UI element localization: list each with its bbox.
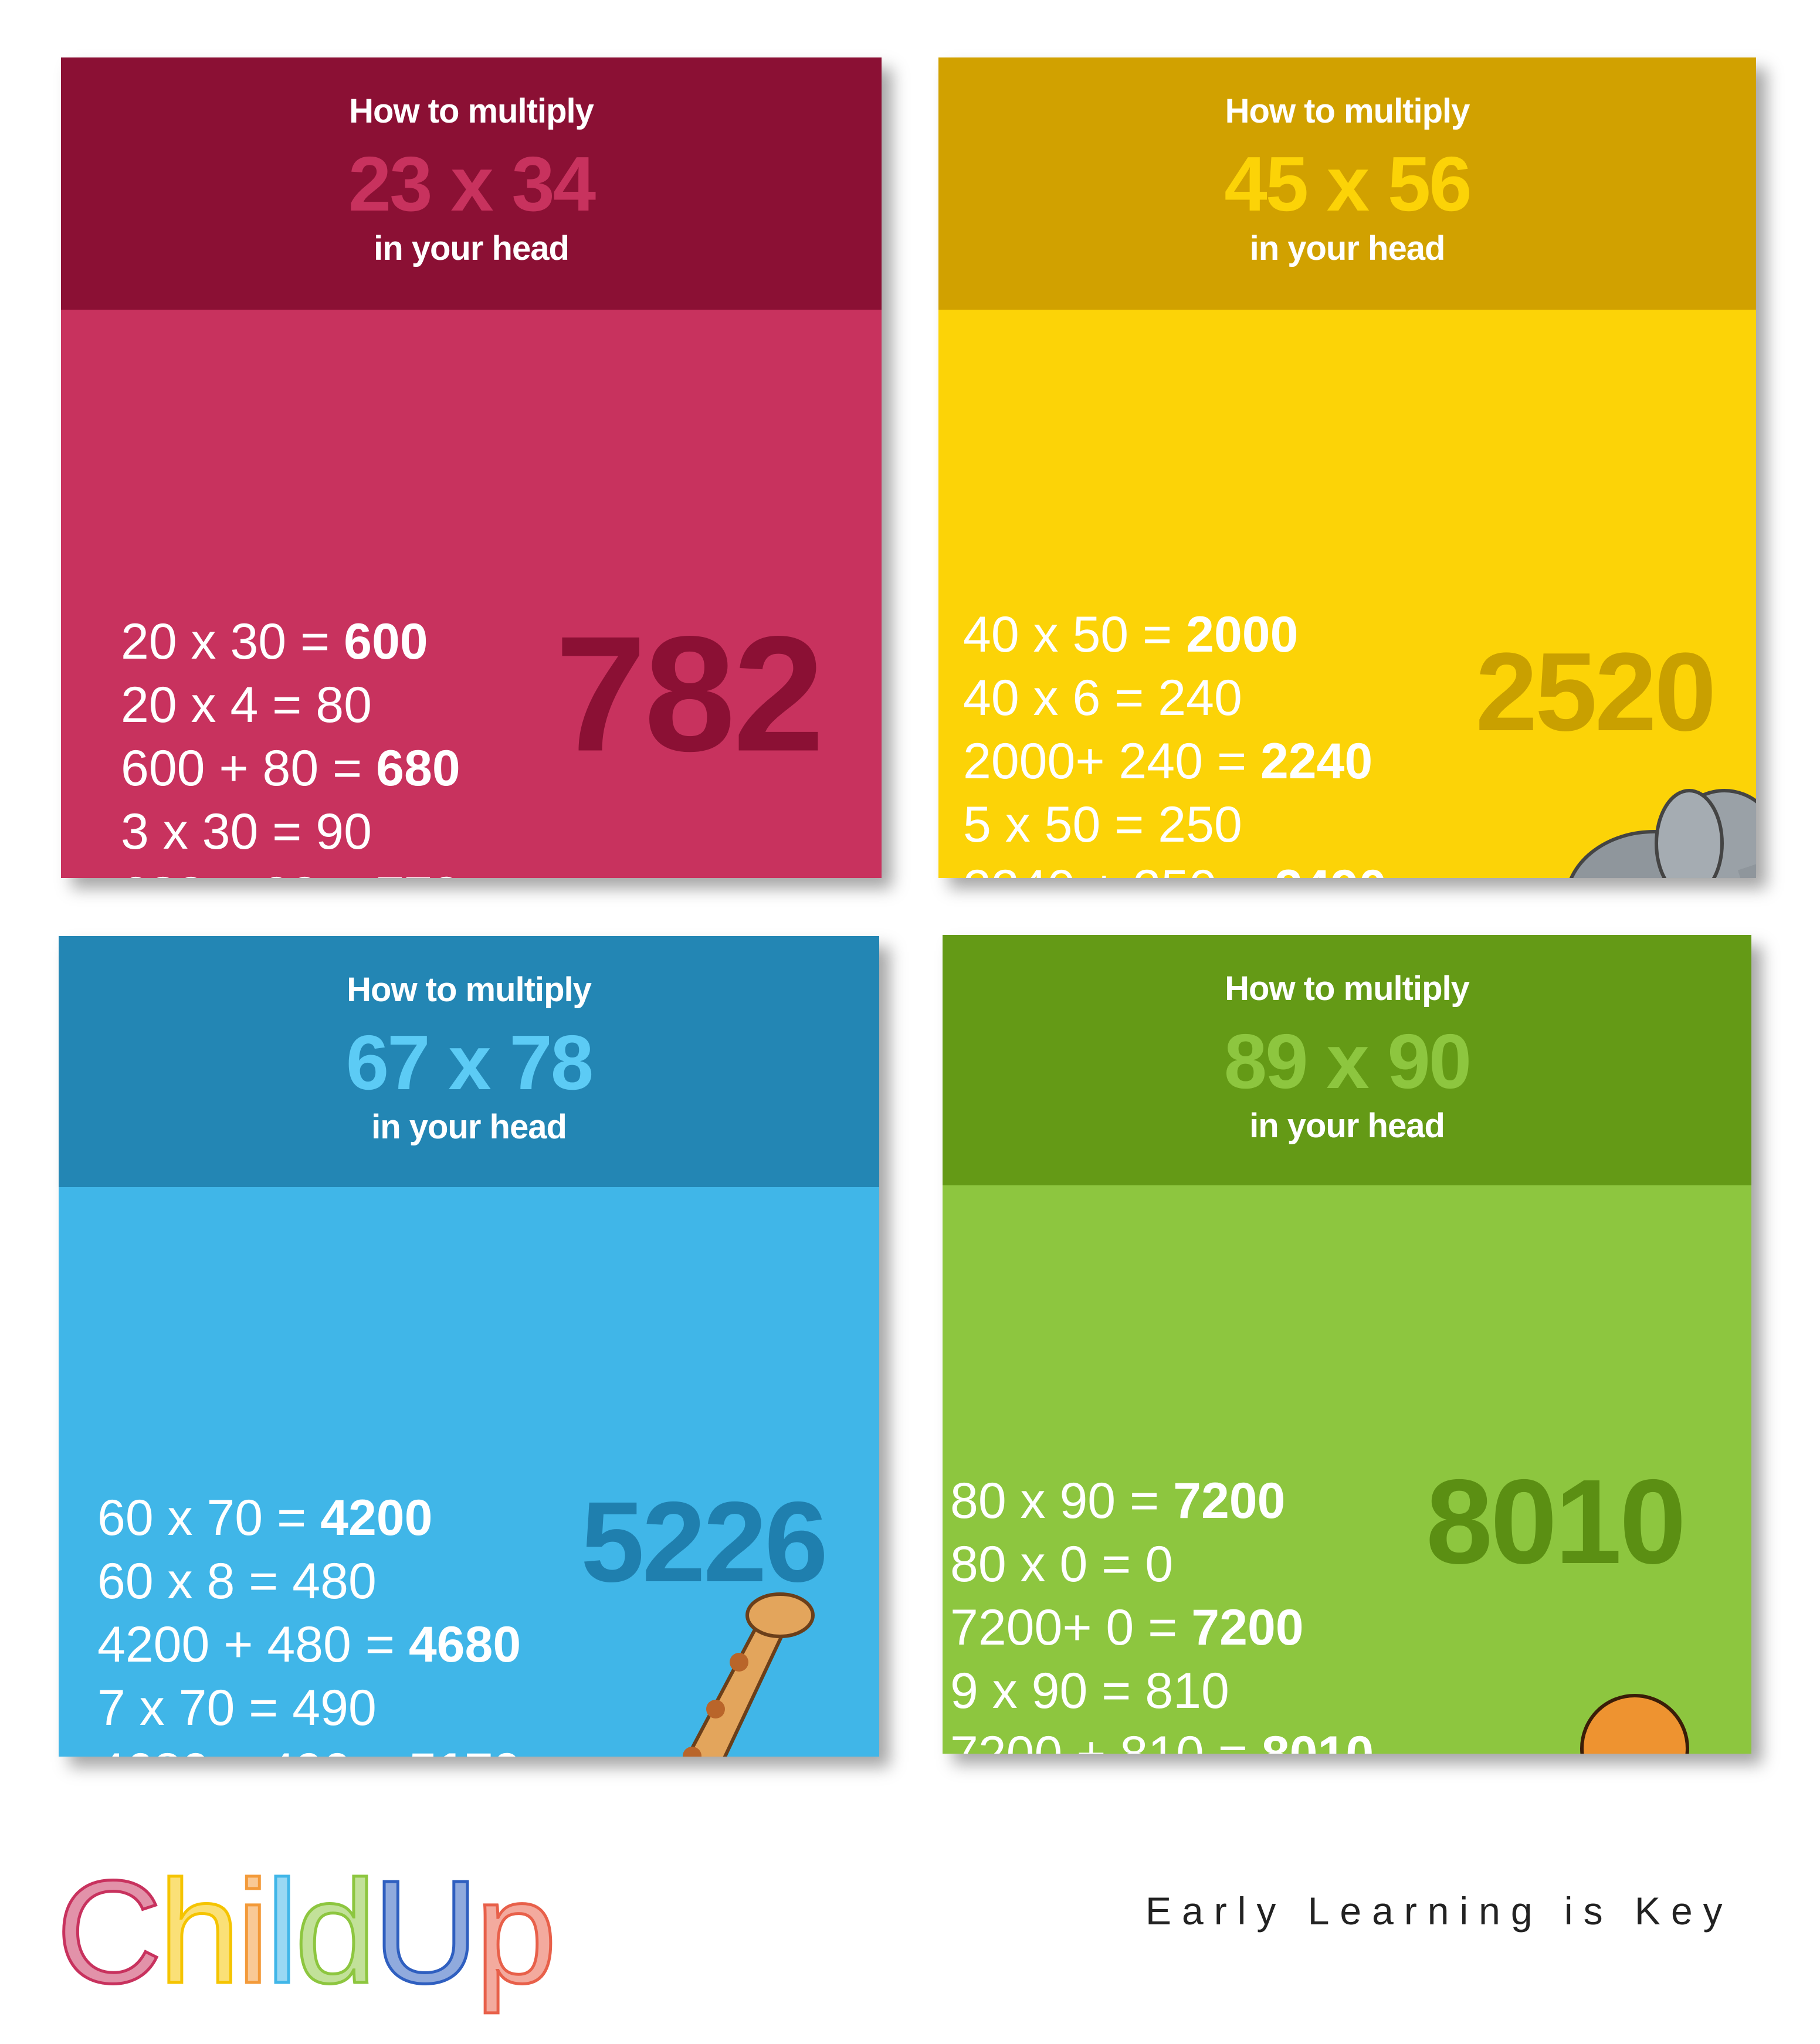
step-expression: 2240 + 250 = — [963, 860, 1275, 878]
step-expression: 7 x 70 = 490 — [97, 1680, 377, 1736]
card-answer: 2520 — [1475, 630, 1717, 754]
steps-list: 20 x 30 = 600 20 x 4 = 80 600 + 80 = 680 3 … — [121, 610, 460, 878]
step-result: 2000 — [1186, 606, 1299, 663]
steps-list: 60 x 70 = 4200 60 x 8 = 480 4200 + 480 = 4… — [97, 1486, 521, 1757]
step-expression: 680 + 90 = — [121, 867, 376, 878]
step-line: 7 x 70 = 490 — [97, 1676, 521, 1740]
step-expression: 20 x 4 = 80 — [121, 677, 372, 733]
step-line: 2000+ 240 = 2240 — [963, 730, 1387, 793]
card-answer: 782 — [555, 602, 824, 786]
logo-letter: h — [157, 1849, 242, 2015]
step-line: 4680 + 490 = 5170 — [97, 1740, 521, 1757]
step-expression: 9 x 90 = 810 — [950, 1663, 1229, 1719]
step-result: 7200 — [1191, 1599, 1304, 1656]
card-problem: 67 x 78 — [345, 1019, 594, 1106]
multiplication-card: How to multiply 45 x 56 in your head 40 … — [938, 57, 1756, 878]
step-line: 4200 + 480 = 4680 — [97, 1613, 521, 1676]
step-expression: 60 x 70 = — [97, 1490, 321, 1546]
step-line: 2240 + 250 = 2490 — [963, 856, 1387, 878]
logo-letter: d — [293, 1849, 378, 2015]
step-result: 7200 — [1173, 1473, 1286, 1529]
step-expression: 4680 + 490 = — [97, 1743, 409, 1757]
step-line: 20 x 4 = 80 — [121, 673, 460, 737]
card-subheading: in your head — [374, 229, 570, 267]
card-heading: How to multiply — [1225, 970, 1470, 1008]
step-line: 80 x 90 = 7200 — [950, 1469, 1374, 1533]
step-expression: 600 + 80 = — [121, 740, 377, 796]
logo-letter: C — [55, 1849, 164, 2015]
card-heading: How to multiply — [347, 971, 592, 1009]
card-header: How to multiply 67 x 78 in your head — [59, 936, 879, 1187]
card-problem: 45 x 56 — [1224, 141, 1472, 227]
elephant-illustration — [1548, 761, 1756, 878]
step-expression: 2000+ 240 = — [963, 733, 1260, 789]
card-answer: 5226 — [581, 1478, 828, 1606]
tiger-illustration — [1377, 1666, 1705, 1754]
step-line: 5 x 50 = 250 — [963, 793, 1387, 856]
multiplication-card: How to multiply 67 x 78 in your head 60 … — [59, 936, 879, 1757]
step-line: 40 x 50 = 2000 — [963, 603, 1387, 666]
card-answer: 8010 — [1425, 1455, 1686, 1589]
card-subheading: in your head — [1249, 229, 1446, 267]
zebra-illustration — [548, 832, 853, 878]
giraffe-illustration — [563, 1568, 833, 1757]
step-expression: 7200 + 810 = — [950, 1726, 1262, 1754]
step-line: 60 x 8 = 480 — [97, 1550, 521, 1613]
step-line: 80 x 0 = 0 — [950, 1533, 1374, 1596]
step-result: 5170 — [409, 1743, 521, 1757]
card-problem: 23 x 34 — [348, 141, 596, 227]
logo-letter: p — [474, 1849, 558, 2015]
step-line: 7200 + 810 = 8010 — [950, 1723, 1374, 1754]
step-expression: 60 x 8 = 480 — [97, 1553, 377, 1609]
card-header: How to multiply 23 x 34 in your head — [61, 57, 882, 310]
step-expression: 7200+ 0 = — [950, 1599, 1192, 1656]
card-header: How to multiply 45 x 56 in your head — [938, 57, 1756, 310]
step-expression: 20 x 30 = — [121, 613, 344, 670]
step-line: 7200+ 0 = 7200 — [950, 1596, 1374, 1659]
logo-letter: U — [371, 1849, 480, 2015]
step-line: 40 x 6 = 240 — [963, 666, 1387, 730]
step-result: 680 — [376, 740, 460, 796]
step-result: 4200 — [320, 1490, 433, 1546]
multiplication-card: How to multiply 23 x 34 in your head 20 … — [61, 57, 882, 878]
card-subheading: in your head — [371, 1108, 567, 1146]
step-line: 680 + 90 = 770 — [121, 863, 460, 878]
step-result: 4680 — [408, 1616, 521, 1673]
step-result: 2490 — [1275, 860, 1387, 878]
step-line: 9 x 90 = 810 — [950, 1659, 1374, 1723]
card-subheading: in your head — [1249, 1107, 1445, 1145]
steps-list: 40 x 50 = 2000 40 x 6 = 240 2000+ 240 = 22… — [963, 603, 1387, 878]
step-expression: 3 x 30 = 90 — [121, 804, 372, 860]
step-expression: 40 x 6 = 240 — [963, 670, 1242, 726]
step-line: 60 x 70 = 4200 — [97, 1486, 521, 1550]
card-body: 60 x 70 = 4200 60 x 8 = 480 4200 + 480 = 4… — [59, 1187, 879, 1757]
step-result: 2240 — [1260, 733, 1373, 789]
multiplication-card: How to multiply 89 x 90 in your head 80 … — [943, 935, 1751, 1754]
step-result: 8010 — [1262, 1726, 1374, 1754]
step-expression: 80 x 90 = — [950, 1473, 1174, 1529]
card-problem: 89 x 90 — [1223, 1018, 1472, 1104]
steps-list: 80 x 90 = 7200 80 x 0 = 0 7200+ 0 = 7200 9 … — [950, 1469, 1374, 1754]
card-body: 80 x 90 = 7200 80 x 0 = 0 7200+ 0 = 7200 9 … — [943, 1185, 1751, 1754]
card-heading: How to multiply — [1225, 92, 1470, 130]
step-result: 770 — [376, 867, 460, 878]
step-line: 3 x 30 = 90 — [121, 800, 460, 863]
step-line: 20 x 30 = 600 — [121, 610, 460, 673]
childup-logo: ChildUp — [55, 1848, 558, 2016]
card-header: How to multiply 89 x 90 in your head — [943, 935, 1751, 1185]
card-heading: How to multiply — [349, 92, 594, 130]
logo-letter: i — [235, 1849, 270, 2015]
step-expression: 80 x 0 = 0 — [950, 1536, 1174, 1592]
step-expression: 4200 + 480 = — [97, 1616, 409, 1673]
card-body: 40 x 50 = 2000 40 x 6 = 240 2000+ 240 = 22… — [938, 310, 1756, 878]
tagline: Early Learning is Key — [1145, 1889, 1733, 1933]
step-expression: 5 x 50 = 250 — [963, 796, 1242, 853]
step-expression: 40 x 50 = — [963, 606, 1187, 663]
logo-letter: l — [265, 1849, 300, 2015]
step-line: 600 + 80 = 680 — [121, 737, 460, 800]
step-result: 600 — [344, 613, 428, 670]
card-body: 20 x 30 = 600 20 x 4 = 80 600 + 80 = 680 3 … — [61, 310, 882, 878]
